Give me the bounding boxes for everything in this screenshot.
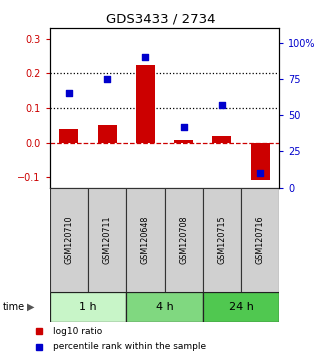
Text: GSM120716: GSM120716: [256, 216, 265, 264]
Text: GSM120715: GSM120715: [217, 216, 226, 264]
Text: GSM120711: GSM120711: [103, 216, 112, 264]
Bar: [59, 129, 78, 143]
Bar: [88, 188, 126, 292]
Text: 1 h: 1 h: [79, 302, 97, 312]
Text: percentile rank within the sample: percentile rank within the sample: [53, 342, 206, 352]
Bar: [126, 188, 164, 292]
Bar: [203, 188, 241, 292]
Point: [105, 76, 110, 82]
Point: [143, 55, 148, 60]
Point: [181, 124, 186, 130]
Bar: [174, 140, 193, 143]
Text: GSM120708: GSM120708: [179, 216, 188, 264]
Bar: [98, 125, 117, 143]
Text: GSM120648: GSM120648: [141, 216, 150, 264]
Text: ▶: ▶: [27, 302, 34, 312]
Text: time: time: [3, 302, 25, 312]
Text: GSM120710: GSM120710: [65, 216, 74, 264]
Bar: [136, 65, 155, 143]
Point: [66, 91, 72, 96]
Point: [219, 102, 224, 108]
Point: [257, 170, 263, 176]
Bar: [203, 292, 279, 322]
Text: 4 h: 4 h: [156, 302, 173, 312]
Bar: [126, 292, 203, 322]
Bar: [50, 188, 88, 292]
Bar: [212, 136, 231, 143]
Text: log10 ratio: log10 ratio: [53, 326, 103, 336]
Text: 24 h: 24 h: [229, 302, 254, 312]
Text: GDS3433 / 2734: GDS3433 / 2734: [106, 12, 215, 25]
Bar: [241, 188, 279, 292]
Bar: [251, 143, 270, 180]
Bar: [164, 188, 203, 292]
Bar: [50, 292, 126, 322]
